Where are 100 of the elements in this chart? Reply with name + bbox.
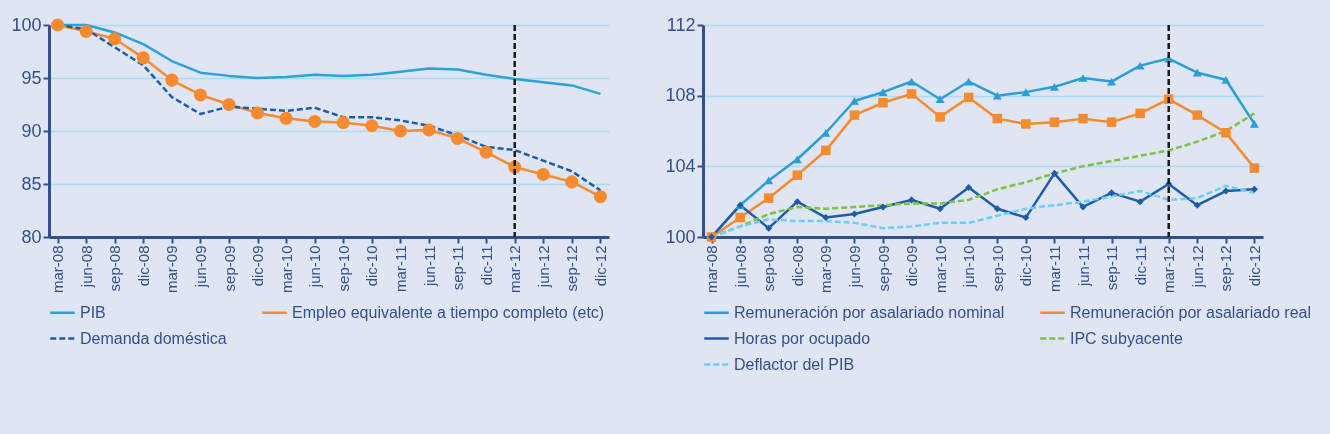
point: [965, 184, 973, 192]
x-tick-label: sep-12: [1217, 245, 1235, 292]
x-tick-label: dic-10: [1017, 245, 1035, 287]
x-tick-label: dic-11: [1131, 245, 1149, 286]
legend-label: PIB: [80, 303, 106, 321]
point: [136, 51, 150, 65]
x-tick-label: mar-12: [1160, 245, 1178, 294]
point: [1050, 169, 1058, 177]
point: [1108, 189, 1116, 197]
point: [251, 106, 265, 120]
point: [1136, 198, 1144, 206]
y-tick-label: 112: [666, 14, 696, 35]
point: [336, 116, 350, 130]
x-tick-label: jun-09: [191, 245, 209, 289]
legend-label: Remuneración por asalariado nominal: [734, 303, 1005, 321]
point: [1249, 120, 1259, 128]
point: [1250, 185, 1258, 193]
point: [993, 205, 1001, 213]
legend-label: Demanda doméstica: [80, 329, 227, 347]
point: [792, 155, 802, 164]
point: [108, 32, 122, 46]
x-tick-label: dic-12: [591, 245, 609, 287]
point: [879, 203, 887, 211]
point: [479, 145, 493, 159]
x-tick-label: jun-08: [731, 245, 749, 289]
point: [1221, 128, 1231, 138]
x-tick-label: sep-09: [220, 245, 238, 292]
point: [907, 77, 917, 86]
point: [878, 97, 888, 108]
point: [793, 198, 801, 206]
point: [849, 110, 860, 120]
point: [1021, 88, 1031, 97]
point: [565, 175, 579, 189]
legend-label: Empleo equivalente a tiempo completo (etc): [292, 303, 605, 321]
point: [593, 190, 607, 204]
y-tick-label: 95: [21, 67, 42, 88]
point: [422, 123, 436, 137]
x-tick-label: jun-08: [77, 245, 95, 289]
point: [764, 176, 774, 185]
point: [792, 170, 803, 180]
x-tick-label: dic-08: [134, 245, 152, 287]
point: [1192, 68, 1202, 77]
legend-label: Remuneración por asalariado real: [1070, 303, 1312, 321]
y-tick-label: 90: [21, 120, 42, 141]
point: [1078, 113, 1088, 124]
point: [536, 167, 550, 181]
point: [1192, 110, 1203, 120]
y-tick-label: 104: [665, 155, 696, 176]
x-tick-label: dic-12: [1245, 245, 1263, 287]
point: [821, 128, 831, 137]
x-tick-label: dic-08: [788, 245, 806, 287]
point: [822, 214, 830, 222]
x-tick-label: mar-10: [277, 245, 295, 294]
y-tick-label: 108: [665, 85, 696, 106]
x-tick-label: mar-11: [391, 245, 409, 292]
x-tick-label: jun-12: [1188, 245, 1206, 289]
y-tick-label: 85: [21, 173, 42, 194]
point: [992, 91, 1002, 100]
point: [878, 88, 888, 97]
point: [1107, 77, 1117, 86]
point: [1049, 117, 1060, 127]
x-tick-label: sep-11: [1103, 245, 1121, 291]
point: [1106, 117, 1117, 127]
point: [908, 196, 916, 204]
legend-label: Horas por ocupado: [734, 329, 871, 347]
point: [850, 210, 858, 218]
point: [1135, 108, 1145, 119]
x-tick-label: sep-08: [106, 245, 124, 292]
x-tick-label: dic-09: [249, 245, 267, 287]
point: [849, 97, 859, 105]
legend-label: IPC subyacente: [1070, 329, 1184, 347]
point: [935, 95, 945, 104]
x-tick-label: jun-11: [420, 245, 438, 288]
point: [1222, 187, 1230, 195]
point: [393, 124, 407, 138]
x-tick-label: mar-09: [163, 245, 181, 294]
point: [1249, 163, 1260, 173]
x-tick-label: jun-09: [845, 245, 863, 289]
point: [1022, 214, 1030, 222]
point: [1079, 203, 1087, 211]
point: [821, 145, 831, 156]
x-tick-label: mar-12: [506, 245, 524, 294]
x-tick-label: jun-10: [306, 245, 324, 289]
point: [193, 88, 207, 102]
point: [79, 24, 93, 38]
x-tick-label: jun-11: [1074, 245, 1092, 288]
x-tick-label: dic-11: [477, 245, 495, 286]
x-tick-label: mar-10: [931, 245, 949, 294]
point: [451, 131, 465, 145]
point: [963, 92, 974, 103]
x-tick-label: mar-08: [703, 245, 721, 294]
point: [51, 18, 65, 32]
x-tick-label: mar-11: [1045, 245, 1063, 292]
point: [222, 97, 236, 112]
point: [935, 112, 945, 122]
x-tick-label: mar-08: [49, 245, 67, 294]
point: [1135, 61, 1145, 70]
point: [1049, 82, 1059, 91]
x-tick-label: dic-10: [363, 245, 381, 287]
x-tick-label: jun-12: [534, 245, 552, 289]
